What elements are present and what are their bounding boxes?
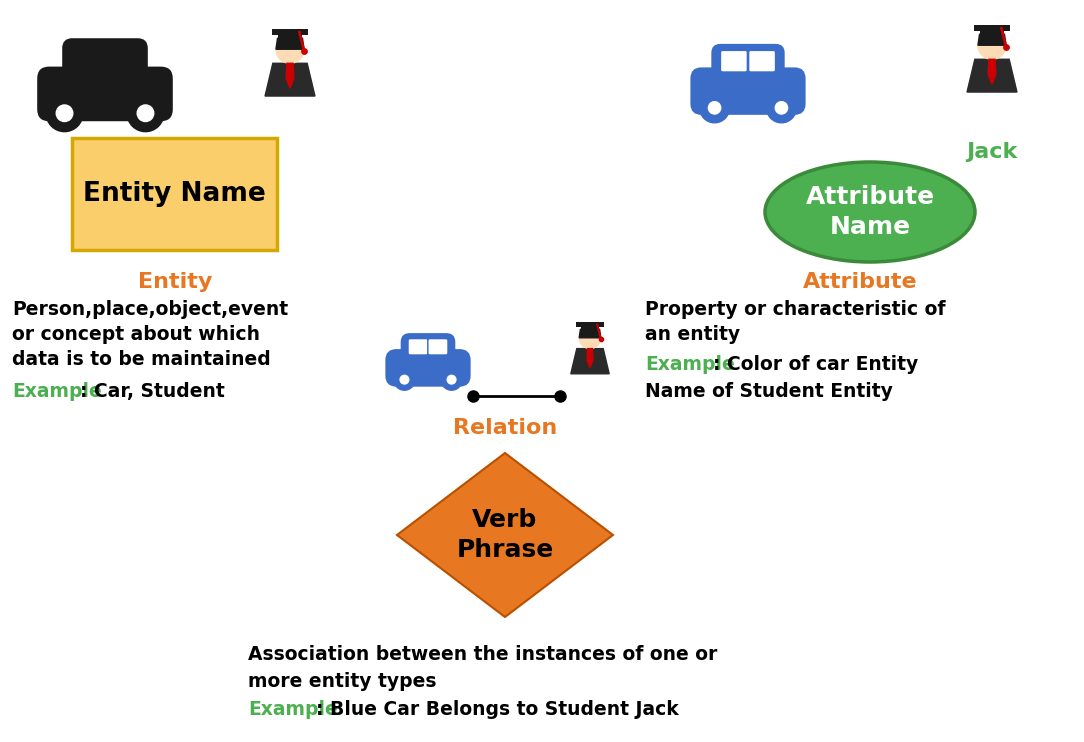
Polygon shape	[571, 349, 609, 374]
Text: Entity Name: Entity Name	[83, 181, 266, 207]
Polygon shape	[286, 63, 294, 88]
Circle shape	[579, 327, 601, 349]
FancyBboxPatch shape	[975, 25, 1010, 31]
Polygon shape	[588, 349, 593, 368]
Polygon shape	[978, 30, 1006, 45]
Text: : Car, Student: : Car, Student	[80, 382, 224, 401]
Text: Person,place,object,event: Person,place,object,event	[12, 300, 288, 319]
Text: Relation: Relation	[453, 418, 557, 438]
FancyBboxPatch shape	[408, 338, 428, 355]
FancyBboxPatch shape	[428, 338, 448, 355]
FancyBboxPatch shape	[721, 50, 747, 72]
Circle shape	[709, 102, 721, 114]
FancyBboxPatch shape	[980, 31, 1004, 39]
Circle shape	[276, 35, 304, 63]
Polygon shape	[266, 63, 315, 96]
FancyBboxPatch shape	[37, 67, 172, 121]
Circle shape	[766, 93, 797, 122]
Circle shape	[400, 375, 409, 384]
Polygon shape	[967, 59, 1017, 92]
FancyBboxPatch shape	[385, 349, 470, 387]
Circle shape	[699, 93, 730, 122]
FancyBboxPatch shape	[749, 50, 775, 72]
Circle shape	[448, 375, 456, 384]
Text: Entity: Entity	[138, 272, 212, 292]
Circle shape	[775, 102, 788, 114]
FancyBboxPatch shape	[72, 138, 278, 250]
FancyBboxPatch shape	[401, 333, 455, 363]
Circle shape	[441, 369, 462, 390]
Text: Jack: Jack	[966, 142, 1018, 162]
Text: : Blue Car Belongs to Student Jack: : Blue Car Belongs to Student Jack	[317, 700, 679, 719]
Circle shape	[56, 105, 73, 122]
Ellipse shape	[765, 162, 975, 262]
Text: data is to be maintained: data is to be maintained	[12, 350, 271, 369]
Polygon shape	[276, 33, 304, 49]
Text: : Color of car Entity: : Color of car Entity	[713, 355, 918, 374]
Text: Property or characteristic of: Property or characteristic of	[645, 300, 945, 319]
Circle shape	[978, 31, 1006, 59]
FancyBboxPatch shape	[272, 29, 308, 35]
Text: Association between the instances of one or: Association between the instances of one…	[248, 645, 718, 664]
Text: Verb
Phrase: Verb Phrase	[456, 508, 554, 562]
Polygon shape	[989, 59, 996, 85]
Text: Attribute
Name: Attribute Name	[805, 185, 934, 240]
FancyBboxPatch shape	[62, 39, 147, 83]
Text: an entity: an entity	[645, 325, 740, 344]
FancyBboxPatch shape	[279, 35, 301, 43]
Text: Example: Example	[12, 382, 102, 401]
Circle shape	[127, 95, 164, 131]
FancyBboxPatch shape	[577, 322, 604, 327]
Polygon shape	[579, 326, 601, 338]
Circle shape	[393, 369, 415, 390]
Text: Example: Example	[645, 355, 735, 374]
Circle shape	[47, 95, 82, 131]
FancyBboxPatch shape	[581, 327, 599, 333]
Polygon shape	[397, 453, 612, 617]
Circle shape	[138, 105, 154, 122]
Text: Attribute: Attribute	[802, 272, 917, 292]
Text: more entity types: more entity types	[248, 672, 437, 691]
Text: Example: Example	[248, 700, 338, 719]
Text: or concept about which: or concept about which	[12, 325, 260, 344]
Text: Name of Student Entity: Name of Student Entity	[645, 382, 893, 401]
FancyBboxPatch shape	[691, 68, 805, 115]
FancyBboxPatch shape	[711, 44, 785, 82]
